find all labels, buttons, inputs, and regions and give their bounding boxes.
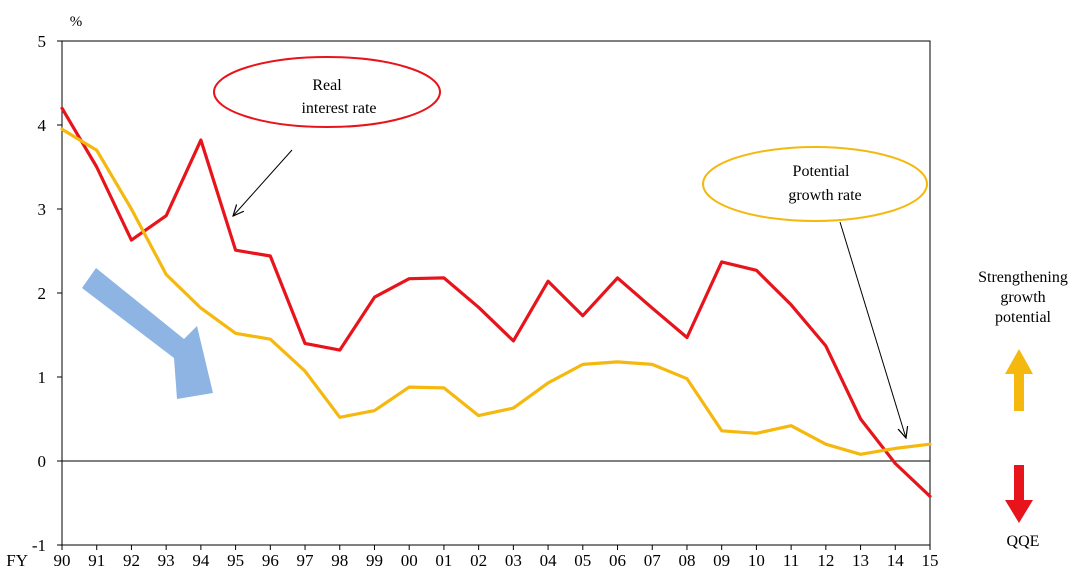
up-arrow <box>1005 349 1033 411</box>
trend-arrow <box>82 268 213 399</box>
x-tick-label: 99 <box>366 551 383 570</box>
plot-area-frame <box>61 40 931 546</box>
x-tick-label: 98 <box>331 551 348 570</box>
x-tick-label: 01 <box>435 551 452 570</box>
x-tick-label: 10 <box>748 551 765 570</box>
x-tick-label: 95 <box>227 551 244 570</box>
y-tick-label: 3 <box>38 200 47 219</box>
x-tick-label: 92 <box>123 551 140 570</box>
x-tick-label: 94 <box>192 551 210 570</box>
y-tick-label: 5 <box>38 32 47 51</box>
y-unit-label: % <box>70 14 83 30</box>
x-tick-label: 13 <box>852 551 869 570</box>
strengthening-label: Strengthening growth potential <box>958 268 1088 328</box>
y-tick-label: 0 <box>38 452 47 471</box>
down-arrow <box>1005 465 1033 523</box>
potential-callout-line-2: growth rate <box>788 187 861 204</box>
x-tick-label: 04 <box>540 551 558 570</box>
x-tick-label: 08 <box>678 551 695 570</box>
real-rate-callout-line-1: Real <box>312 77 342 94</box>
y-tick-label: 1 <box>38 368 47 387</box>
x-tick-label: 97 <box>297 551 315 570</box>
x-tick-label: 02 <box>470 551 487 570</box>
strengthening-line-3: potential <box>995 309 1051 326</box>
potential-callout-arrow <box>839 221 906 438</box>
potential-callout-ellipse <box>702 146 928 222</box>
potential-callout-line-1: Potential <box>793 163 850 180</box>
x-axis-prefix: FY <box>6 551 28 570</box>
x-tick-label: 12 <box>817 551 834 570</box>
y-tick-label: 2 <box>38 284 47 303</box>
y-tick-label: -1 <box>32 536 46 555</box>
real-interest-rate-line <box>60 106 932 498</box>
x-tick-label: 03 <box>505 551 522 570</box>
x-tick-label: 15 <box>922 551 939 570</box>
x-tick-label: 90 <box>54 551 71 570</box>
potential-growth-rate-line <box>60 127 932 456</box>
x-tick-label: 05 <box>574 551 591 570</box>
x-tick-label: 00 <box>401 551 418 570</box>
x-tick-label: 91 <box>88 551 105 570</box>
x-tick-label: 96 <box>262 551 279 570</box>
qqe-label: QQE <box>1006 533 1040 550</box>
real-rate-callout-ellipse <box>213 56 441 128</box>
real-rate-callout-line-2: interest rate <box>301 100 376 117</box>
x-tick-label: 14 <box>887 551 905 570</box>
y-tick-label: 4 <box>38 116 47 135</box>
x-tick-label: 93 <box>158 551 175 570</box>
strengthening-line-1: Strengthening <box>978 269 1068 286</box>
strengthening-line-2: growth <box>1000 289 1046 306</box>
x-tick-label: 06 <box>609 551 626 570</box>
real-rate-callout-arrow <box>233 149 293 216</box>
x-tick-label: 11 <box>783 551 799 570</box>
x-tick-label: 09 <box>713 551 730 570</box>
x-tick-label: 07 <box>644 551 662 570</box>
